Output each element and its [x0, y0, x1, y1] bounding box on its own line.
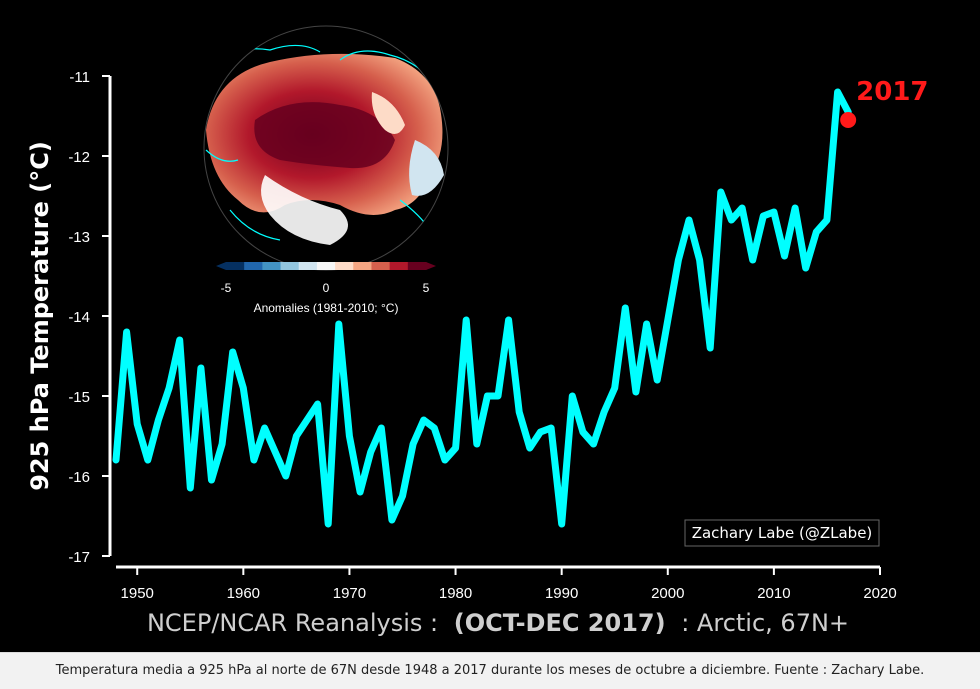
y-tick-label: -17: [68, 549, 90, 566]
colorbar-swatch: [335, 262, 354, 270]
temperature-chart: -11-12-13-14-15-16-17 1950 1960 1970 1980 19…: [26, 25, 929, 637]
highlight-2017-label: 2017: [856, 77, 928, 107]
y-tick-label: -13: [68, 229, 90, 246]
colorbar-swatch: [298, 262, 318, 270]
colorbar-swatch: [280, 262, 300, 270]
colorbar-swatch: [244, 262, 263, 270]
y-tick-label: -15: [68, 389, 90, 406]
colorbar-swatch: [371, 262, 391, 270]
footer-region: : Arctic, 67N+: [681, 609, 849, 637]
x-tick-label: 1980: [439, 585, 472, 602]
x-tick-label: 2010: [757, 585, 790, 602]
temperature-series-line: [112, 88, 852, 528]
colorbar-tick-label: 0: [323, 281, 330, 295]
colorbar-label: Anomalies (1981-2010; °C): [254, 301, 399, 315]
colorbar: -5 0 5: [216, 262, 436, 295]
weak-anomaly-patch: [371, 92, 405, 134]
colorbar-min-arrow: [216, 262, 226, 270]
y-axis-label: 925 hPa Temperature (°C): [26, 141, 54, 491]
footer-source: NCEP/NCAR Reanalysis :: [147, 609, 438, 637]
y-tick-label: -14: [68, 309, 90, 326]
colorbar-swatch: [226, 262, 245, 270]
x-tick-label: 1960: [227, 585, 260, 602]
x-tick-label: 1990: [545, 585, 578, 602]
coastlines: [205, 44, 441, 241]
greenland-land: [261, 175, 348, 245]
caption-bar: Temperatura media a 925 hPa al norte de …: [0, 652, 980, 689]
figure-footer: NCEP/NCAR Reanalysis : (OCT-DEC 2017) : …: [147, 609, 849, 637]
x-tick-label: 2000: [651, 585, 684, 602]
colorbar-swatch: [316, 262, 336, 270]
cool-anomaly-patch: [409, 140, 444, 196]
colorbar-swatch: [353, 262, 372, 270]
footer-period: (OCT-DEC 2017): [454, 609, 666, 637]
x-tick-label: 2020: [863, 585, 896, 602]
y-tick-label: -12: [68, 149, 90, 166]
anomaly-field: [205, 44, 444, 245]
colorbar-swatch: [262, 262, 282, 270]
y-tick-label: -11: [69, 69, 90, 86]
y-ticks: -11 -12 -13 -14 -15 -16 -17: [68, 69, 110, 566]
inset-map: -5 0 5 Anomalies (1981-2010; °C): [203, 25, 449, 315]
colorbar-max-arrow: [426, 262, 436, 270]
x-tick-label: 1950: [121, 585, 154, 602]
watermark: Zachary Labe (@ZLabe): [692, 524, 873, 542]
strong-anomaly-core: [254, 102, 395, 169]
highlight-2017-point: [840, 112, 857, 128]
colorbar-tick-label: -5: [221, 281, 232, 295]
colorbar-swatch: [389, 262, 409, 270]
x-ticks: 1950 1960 1970 1980 1990 2000 2010 2020: [121, 567, 897, 602]
figure-caption: Temperatura media a 925 hPa al norte de …: [55, 663, 925, 678]
colorbar-swatch: [407, 262, 427, 270]
watermark-box: [684, 519, 880, 547]
x-tick-label: 1970: [333, 585, 366, 602]
colorbar-tick-label: 5: [423, 281, 430, 295]
chart-figure: -11 -12 -13 -14 -15 -16 -17 1950 1960 1970 1980 19…: [0, 0, 980, 652]
y-tick-label: -16: [68, 469, 90, 486]
